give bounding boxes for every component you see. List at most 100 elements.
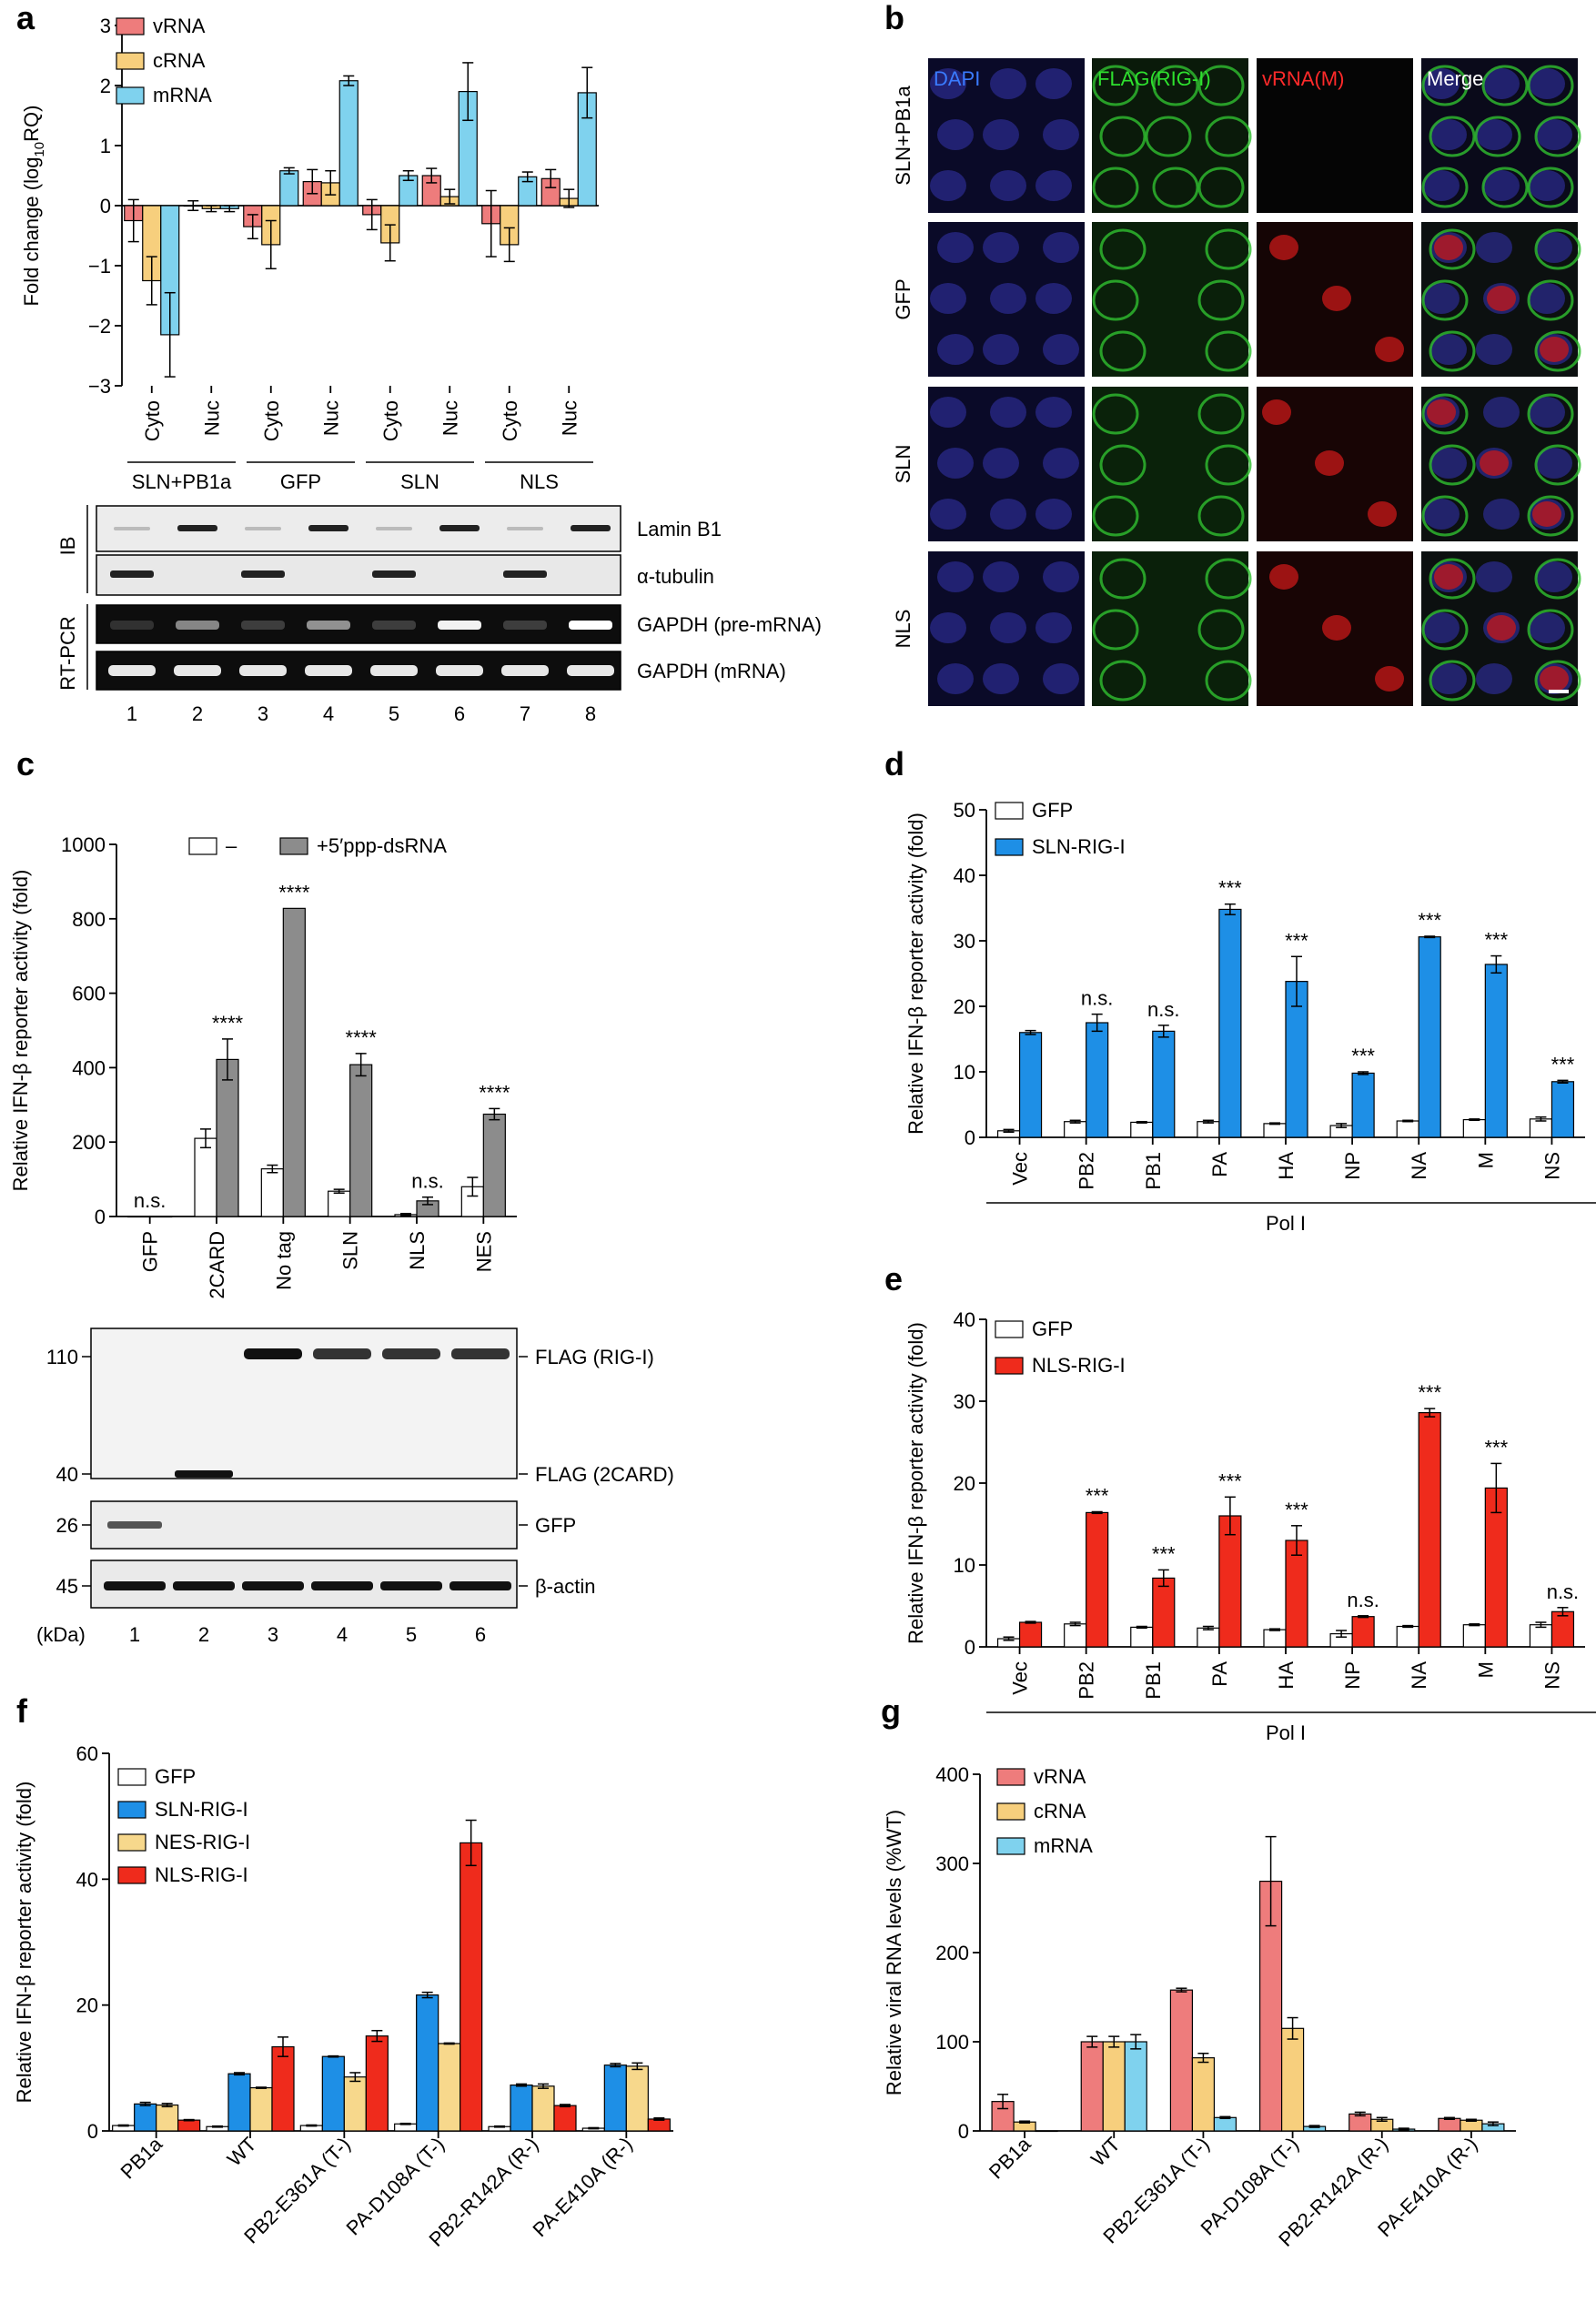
significance-label: *** — [1285, 1499, 1308, 1521]
legend-swatch — [117, 1768, 146, 1786]
legend-label: vRNA — [1034, 1765, 1086, 1788]
chart-d-sln-rig-i: 0 10 20 30 40 50 Relative IFN-β reporter activ… — [904, 799, 1596, 1235]
micro-flag-cell — [1197, 609, 1245, 651]
x-tick-label: PB1a — [985, 2132, 1035, 2183]
micro-flag-cell — [1197, 393, 1245, 435]
band-actin — [173, 1581, 235, 1590]
x-tick-label: PA-E410A (R-) — [528, 2133, 636, 2241]
y-axis-label: Relative IFN-β reporter activity (fold) — [9, 870, 32, 1192]
significance-label: *** — [1218, 877, 1242, 900]
band-rig — [244, 1348, 302, 1359]
micro-vrna — [1480, 450, 1509, 476]
chart-f-mutant-reporter: 0 20 40 60 Relative IFN-β reporter activity … — [13, 1742, 673, 2251]
band-actin — [380, 1581, 442, 1590]
micro-nucleus — [983, 561, 1019, 592]
bar — [1462, 1624, 1486, 1648]
y-tick-label: 30 — [954, 930, 975, 953]
y-axis-label: Relative IFN-β reporter activity (fold) — [904, 813, 927, 1135]
bar — [1197, 1121, 1220, 1138]
micro-flag-cell — [1429, 558, 1476, 600]
legend-label: NLS-RIG-I — [155, 1863, 248, 1886]
x-tick-label: Nuc — [558, 400, 581, 436]
micro-nucleus — [930, 612, 966, 643]
micro-flag-cell — [1429, 660, 1476, 702]
bar — [1462, 1118, 1486, 1138]
significance-label: *** — [1218, 1469, 1242, 1492]
lane-number: 3 — [268, 1623, 278, 1646]
bar — [321, 2055, 345, 2132]
micro-nucleus — [990, 612, 1026, 643]
micro-nucleus — [1423, 283, 1460, 314]
bar — [1263, 1123, 1287, 1138]
micro-vrna — [1322, 615, 1351, 641]
micro-nucleus — [1476, 232, 1512, 263]
micro-flag-cell — [1092, 65, 1139, 106]
x-tick-label: HA — [1275, 1661, 1298, 1690]
lane-number: 6 — [475, 1623, 486, 1646]
band-gapdh-pre — [569, 621, 612, 630]
band-gapdh-pre — [176, 621, 219, 630]
band-lamin-faint — [376, 527, 412, 530]
group-label: SLN — [400, 470, 439, 493]
band-gapdh-mrna — [436, 665, 483, 676]
micro-nucleus — [1483, 397, 1520, 428]
micro-flag-cell — [1421, 65, 1469, 106]
y-tick-label: 0 — [958, 2120, 969, 2143]
micro-nucleus — [983, 663, 1019, 694]
lane-number: 3 — [258, 702, 268, 725]
bar — [1529, 1118, 1553, 1138]
micro-nucleus — [930, 170, 966, 201]
micro-nucleus — [990, 68, 1026, 99]
micro-nucleus — [1043, 334, 1079, 365]
bar — [1018, 1621, 1043, 1648]
bar — [1396, 1625, 1419, 1648]
significance-label: **** — [346, 1026, 378, 1049]
micro-nucleus — [1423, 612, 1460, 643]
bar — [1349, 2113, 1372, 2132]
significance-label: *** — [1418, 909, 1441, 932]
micro-nucleus — [1476, 334, 1512, 365]
x-tick-label: HA — [1275, 1152, 1298, 1180]
y-tick-label: 400 — [935, 1763, 969, 1786]
micro-row-label: NLS — [892, 610, 914, 649]
micro-nucleus — [1536, 232, 1572, 263]
bar — [1086, 1022, 1109, 1138]
y-axis-label-end: RQ) — [20, 106, 43, 142]
microscopy-panel-b: SLN+PB1a DAPI FLAG(RIG-I) vRNA(M) Merge GFP SL… — [892, 58, 1581, 706]
blot-c-band-2card: FLAG (2CARD) — [535, 1463, 674, 1486]
band-gapdh-mrna — [567, 665, 614, 676]
x-tick-label: NES — [472, 1231, 495, 1272]
micro-nucleus — [990, 283, 1026, 314]
bar — [531, 2085, 555, 2132]
bar — [194, 1137, 217, 1217]
micro-nucleus — [1536, 561, 1572, 592]
band-actin — [104, 1581, 166, 1590]
y-tick-label: 40 — [76, 1868, 98, 1891]
bar — [1460, 2119, 1483, 2132]
lane-number: 4 — [323, 702, 334, 725]
bar — [1551, 1610, 1575, 1648]
band-lamin-faint — [245, 527, 281, 530]
bar — [279, 170, 299, 207]
legend-swatch — [996, 1768, 1025, 1786]
micro-nucleus — [1423, 170, 1460, 201]
micro-flag-cell — [1534, 116, 1581, 157]
y-tick-label: 0 — [965, 1636, 975, 1659]
band-tubulin — [372, 570, 416, 578]
blot-band-gapdh-pre: GAPDH (pre-mRNA) — [637, 613, 822, 636]
legend-label: GFP — [1032, 1317, 1073, 1340]
y-tick-label: 60 — [76, 1742, 98, 1765]
micro-nucleus — [983, 232, 1019, 263]
micro-flag-cell — [1152, 65, 1199, 106]
micro-flag-cell — [1099, 444, 1146, 486]
band-gapdh-mrna — [239, 665, 287, 676]
x-tick-label: NS — [1540, 1661, 1563, 1690]
bar — [603, 2065, 627, 2132]
micro-nucleus — [1476, 663, 1512, 694]
bar — [1418, 936, 1441, 1138]
bar — [216, 1058, 239, 1217]
x-tick-label: M — [1474, 1661, 1497, 1678]
micro-vrna — [1269, 235, 1298, 260]
y-tick-label: 200 — [72, 1131, 106, 1154]
micro-flag-cell — [1527, 495, 1574, 537]
